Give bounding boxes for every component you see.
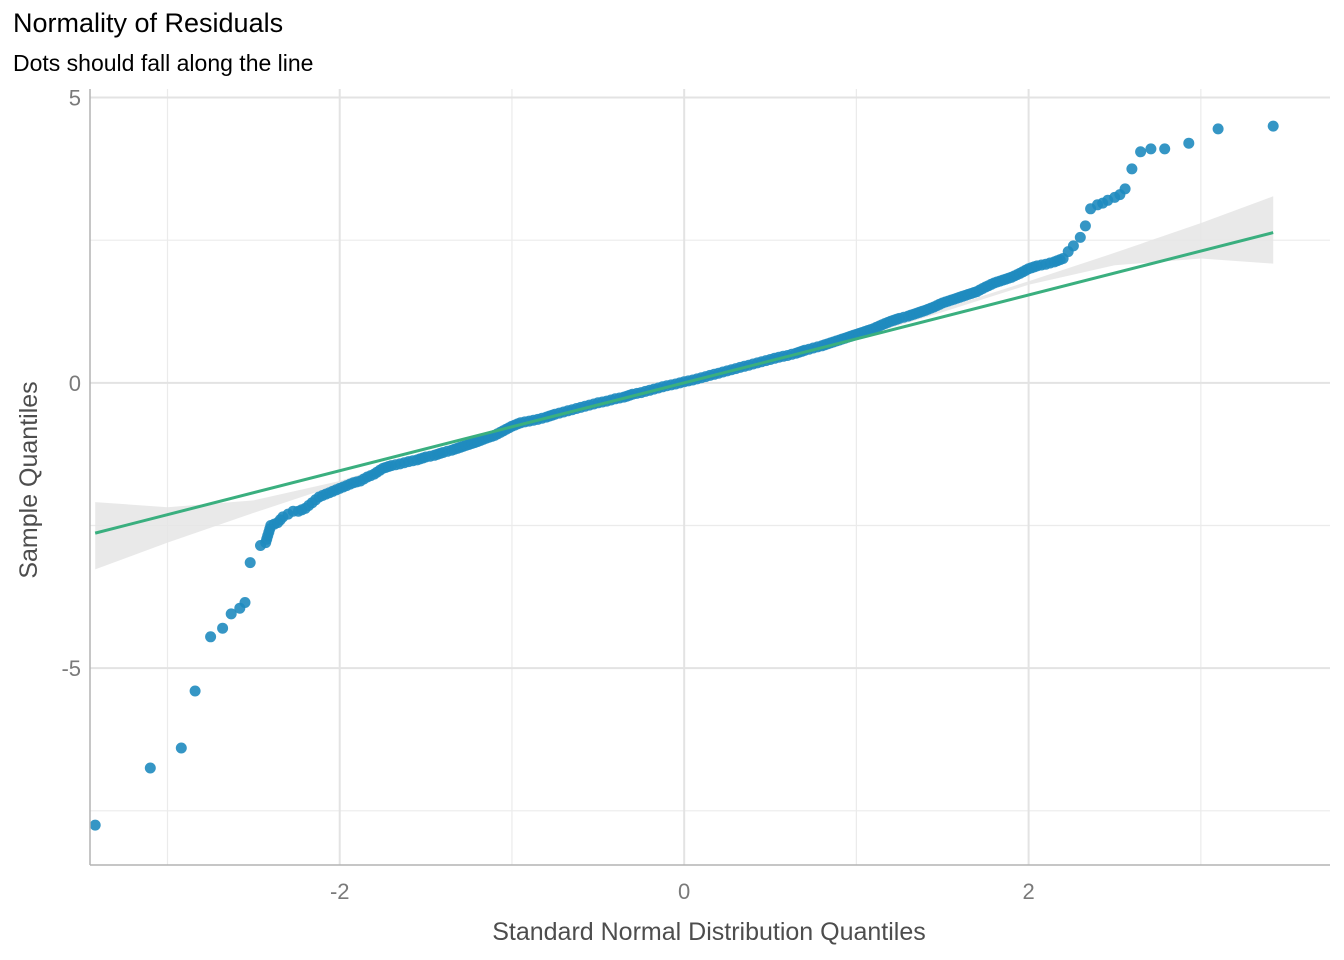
data-point — [1079, 220, 1091, 232]
data-point — [239, 597, 251, 608]
reference-line — [94, 231, 1274, 535]
y-tick-label: 0 — [69, 371, 81, 396]
data-point — [1267, 120, 1279, 132]
x-axis-title: Standard Normal Distribution Quantiles — [492, 918, 926, 946]
grid-lines — [90, 89, 1330, 865]
y-tick-label: 5 — [69, 86, 81, 111]
x-tick-label: 0 — [678, 879, 690, 904]
data-point — [244, 557, 256, 569]
axes — [89, 89, 1330, 866]
data-point — [1145, 143, 1157, 155]
tick-labels: -2 0 2 -5 0 5 — [61, 86, 1034, 904]
data-point — [205, 631, 217, 643]
data-point — [1183, 137, 1195, 149]
data-point — [1074, 231, 1086, 243]
reference-line-layer — [94, 231, 1274, 535]
x-tick-label: -2 — [330, 879, 350, 904]
chart-title: Normality of Residuals — [13, 8, 284, 38]
data-point — [1119, 183, 1131, 195]
data-point — [175, 742, 187, 754]
data-point — [1135, 146, 1147, 158]
data-point — [1126, 163, 1138, 175]
x-tick-label: 2 — [1022, 879, 1034, 904]
y-tick-label: -5 — [61, 656, 81, 681]
data-point — [1212, 123, 1224, 135]
data-point — [217, 622, 229, 634]
data-point — [189, 685, 201, 697]
chart-subtitle: Dots should fall along the line — [13, 50, 314, 76]
data-point — [89, 819, 101, 831]
data-point — [1067, 240, 1079, 252]
y-axis-title: Sample Quantiles — [15, 381, 43, 578]
data-point — [144, 762, 156, 774]
data-point — [1159, 143, 1171, 155]
data-point — [225, 608, 237, 620]
